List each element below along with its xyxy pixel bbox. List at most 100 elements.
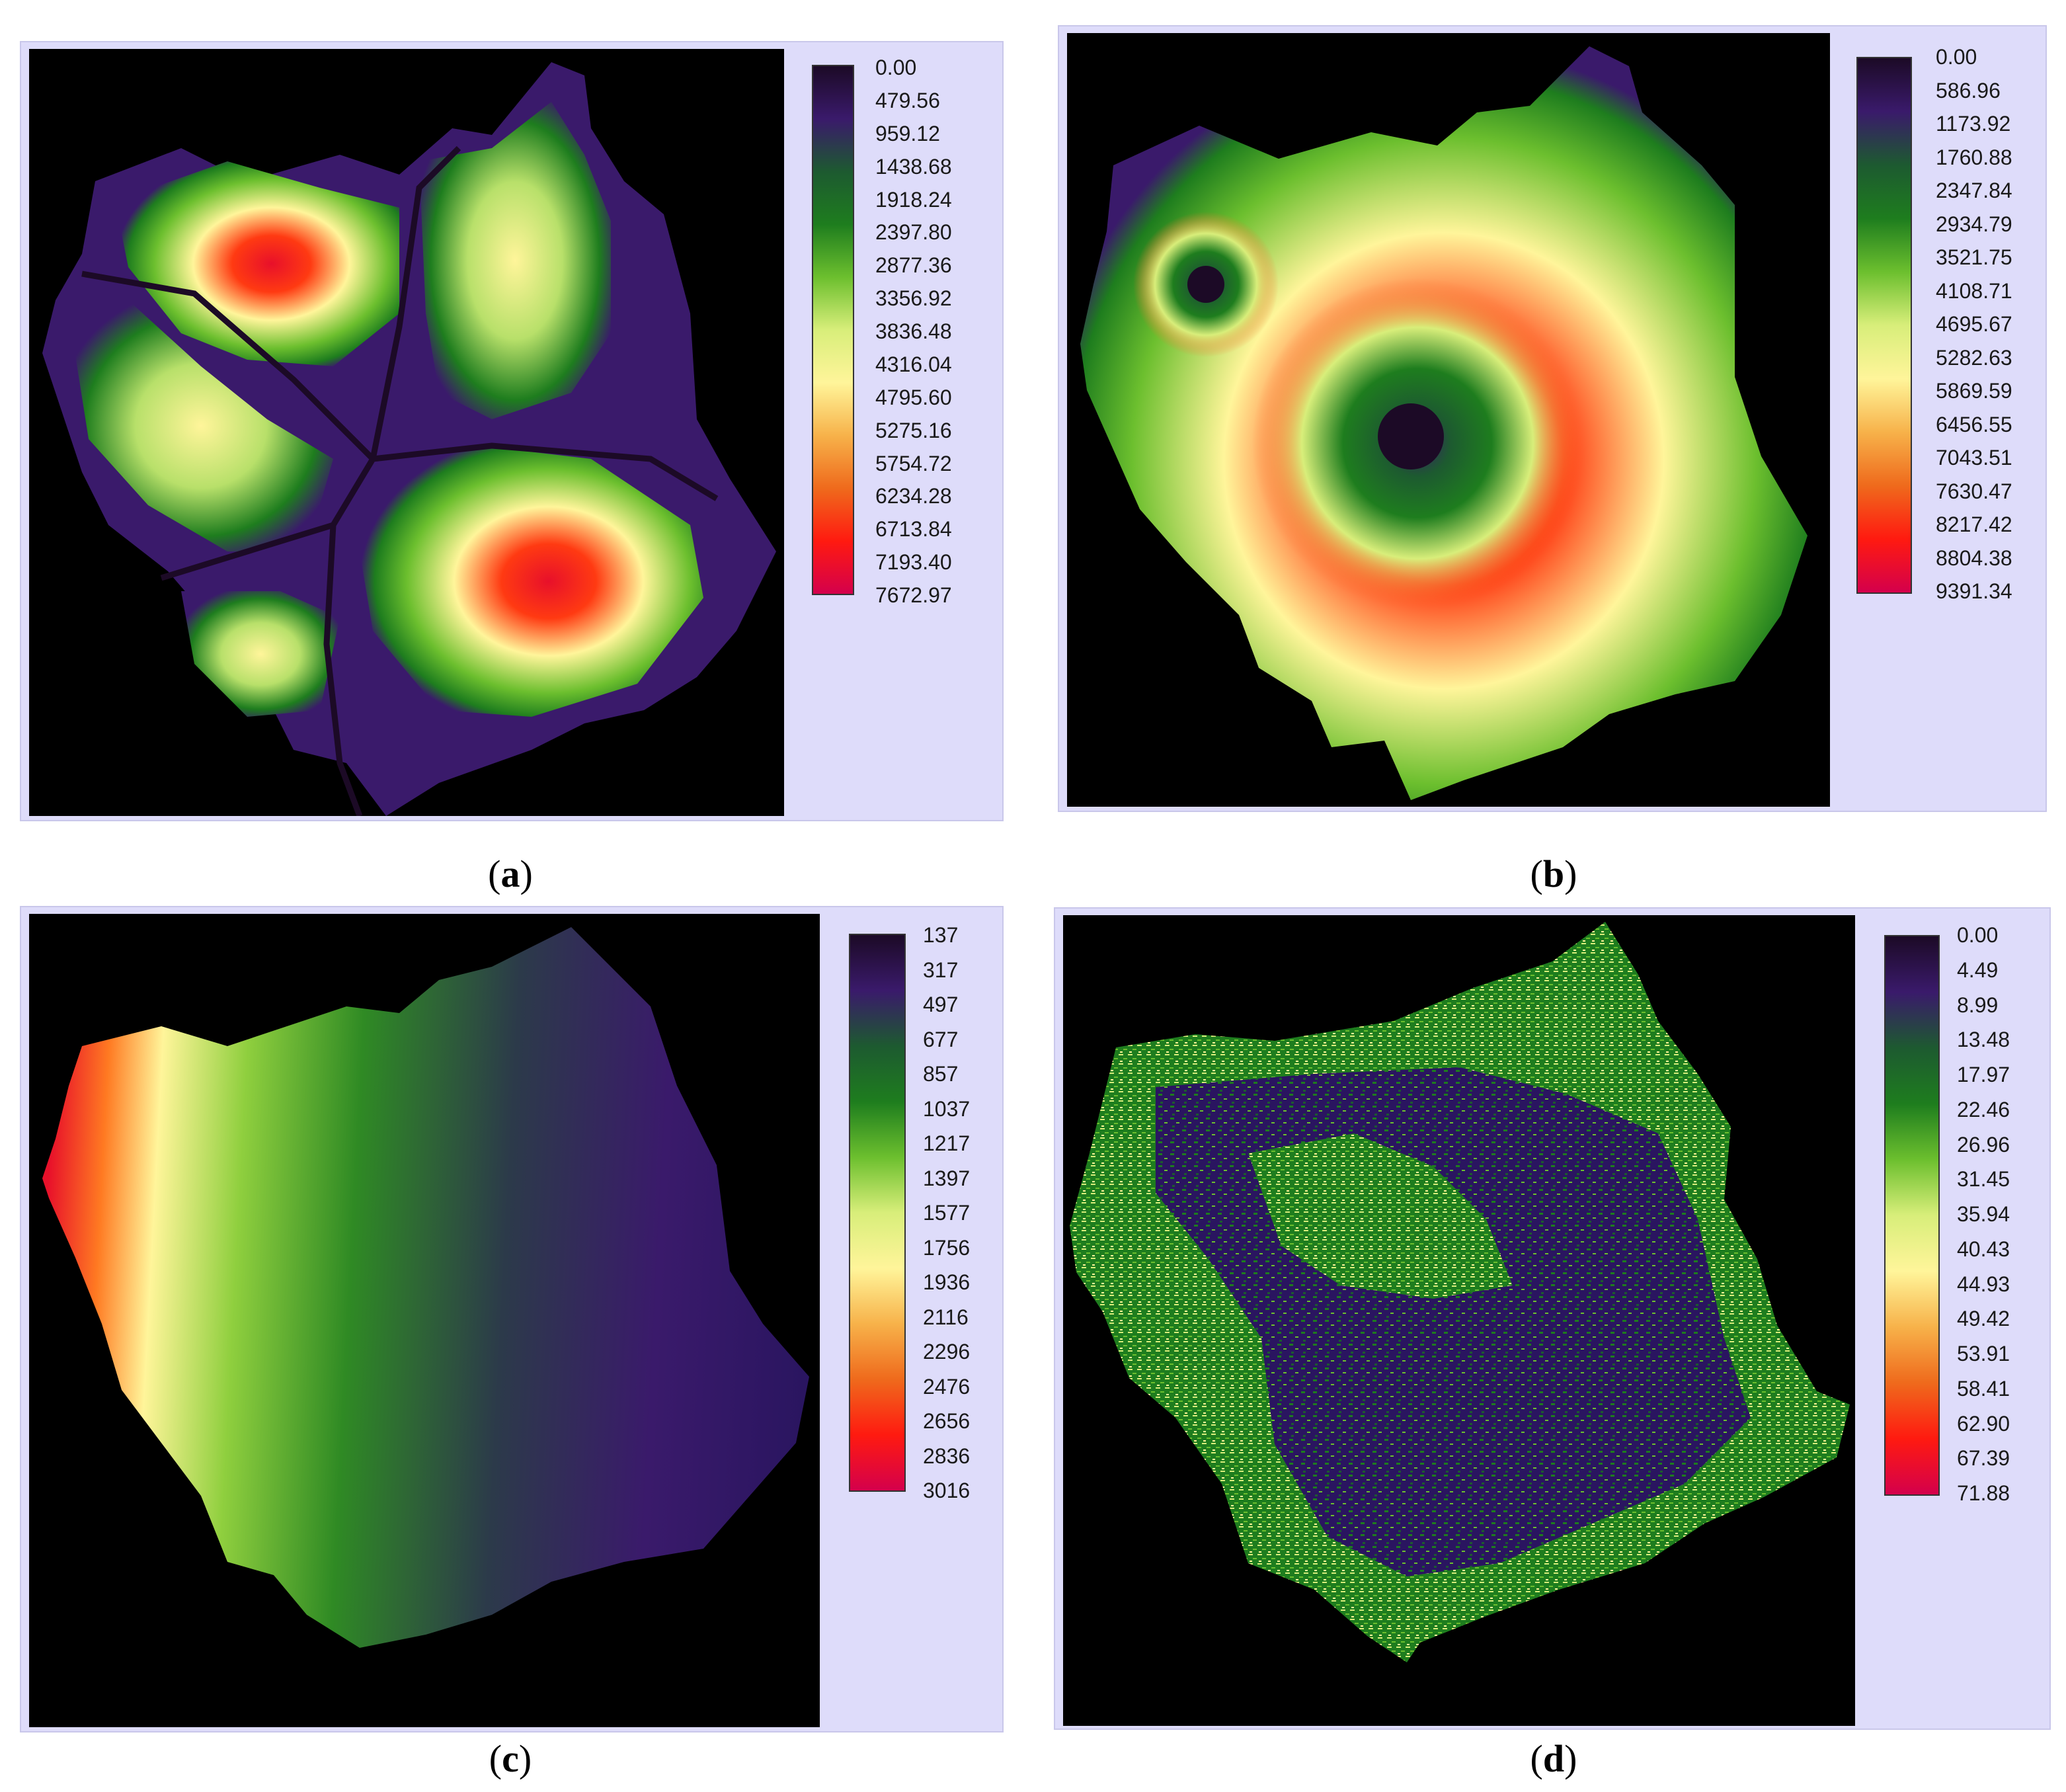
legend-ticks-b: 0.00 586.96 1173.92 1760.88 2347.84 2934.79 35… [1936, 46, 2012, 602]
legend-ramp-d [1884, 935, 1940, 1496]
legend-tick-c-16: 3016 [923, 1479, 971, 1502]
legend-tick-b-4: 2347.84 [1936, 179, 2012, 202]
legend-tick-d-13: 58.41 [1957, 1376, 2010, 1401]
panel-a: 0.00 479.56 959.12 1438.68 1918.24 2397.80 287… [20, 41, 1004, 821]
map-a-basin-4 [360, 446, 703, 717]
legend-tick-c-5: 1037 [923, 1096, 971, 1121]
legend-tick-d-4: 17.97 [1957, 1063, 2010, 1086]
map-d [1063, 915, 1855, 1726]
legend-tick-b-5: 2934.79 [1936, 212, 2012, 236]
legend-tick-d-16: 71.88 [1957, 1481, 2010, 1505]
map-b-inner-core [1378, 403, 1444, 469]
map-c-raster [42, 927, 809, 1648]
panel-c: 137 317 497 677 857 1037 1217 1397 1577 1756 1936 2… [20, 906, 1004, 1732]
legend-tick-d-7: 31.45 [1957, 1167, 2010, 1192]
legend-tick-d-14: 62.90 [1957, 1411, 2010, 1436]
legend-tick-b-13: 7630.47 [1936, 479, 2012, 503]
panel-d: 0.00 4.49 8.99 13.48 17.97 22.46 26.96 31.45 35.… [1054, 907, 2051, 1730]
legend-tick-b-7: 4108.71 [1936, 278, 2012, 303]
legend-tick-b-1: 586.96 [1936, 78, 2001, 102]
legend-tick-b-15: 8804.38 [1936, 546, 2012, 570]
legend-tick-d-0: 0.00 [1957, 923, 1999, 947]
legend-tick-b-3: 1760.88 [1936, 145, 2012, 169]
legend-tick-d-1: 4.49 [1957, 957, 1999, 982]
legend-tick-b-9: 5282.63 [1936, 345, 2012, 370]
legend-tick-b-10: 5869.59 [1936, 379, 2012, 403]
panel-b: 0.00 586.96 1173.92 1760.88 2347.84 2934.79 35… [1058, 25, 2047, 812]
map-a-basin-3 [69, 300, 333, 551]
legend-tick-a-7: 3356.92 [875, 286, 952, 311]
map-d-ridge [1248, 1133, 1513, 1299]
legend-tick-d-12: 53.91 [1957, 1342, 2010, 1365]
legend-tick-c-6: 1217 [923, 1131, 971, 1155]
legend-tick-c-15: 2836 [923, 1444, 971, 1468]
legend-ticks-d: 0.00 4.49 8.99 13.48 17.97 22.46 26.96 31.45 35.… [1957, 924, 2010, 1504]
map-c-terrain [42, 927, 809, 1648]
legend-tick-a-15: 7193.40 [875, 550, 952, 575]
map-a-basin-5 [181, 591, 340, 717]
map-b-raster [1080, 46, 1808, 800]
legend-tick-c-3: 677 [923, 1027, 959, 1051]
legend-tick-b-12: 7043.51 [1936, 446, 2012, 469]
legend-tick-c-12: 2296 [923, 1340, 971, 1364]
legend-tick-b-11: 6456.55 [1936, 412, 2012, 436]
legend-tick-a-12: 5754.72 [875, 451, 952, 475]
legend-tick-a-6: 2877.36 [875, 253, 952, 278]
legend-tick-d-6: 26.96 [1957, 1132, 2010, 1157]
map-a-basin-1 [115, 161, 399, 366]
caption-a: (a) [488, 852, 533, 895]
legend-tick-d-10: 44.93 [1957, 1272, 2010, 1296]
legend-tick-d-11: 49.42 [1957, 1307, 2010, 1331]
legend-tick-a-0: 0.00 [875, 56, 917, 79]
legend-tick-a-5: 2397.80 [875, 220, 952, 245]
legend-tick-c-10: 1936 [923, 1270, 971, 1294]
legend-ramp-b [1856, 57, 1912, 594]
legend-tick-a-16: 7672.97 [875, 583, 952, 607]
legend-tick-c-14: 2656 [923, 1409, 971, 1433]
legend-tick-a-13: 6234.28 [875, 484, 952, 509]
legend-tick-d-5: 22.46 [1957, 1097, 2010, 1121]
legend-tick-a-10: 4795.60 [875, 385, 952, 409]
map-b [1067, 33, 1830, 807]
legend-tick-b-14: 8217.42 [1936, 512, 2012, 536]
legend-tick-c-4: 857 [923, 1062, 959, 1086]
legend-ticks-a: 0.00 479.56 959.12 1438.68 1918.24 2397.80 287… [875, 57, 952, 606]
legend-tick-a-8: 3836.48 [875, 319, 952, 343]
legend-tick-b-16: 9391.34 [1936, 579, 2012, 603]
legend-tick-c-1: 317 [923, 957, 959, 982]
legend-tick-a-2: 959.12 [875, 121, 940, 145]
legend-ramp-a [812, 65, 854, 595]
legend-tick-c-2: 497 [923, 993, 959, 1016]
legend-tick-b-6: 3521.75 [1936, 245, 2012, 269]
map-a-river-network [81, 145, 719, 816]
caption-c: (c) [489, 1737, 532, 1780]
legend-tick-c-8: 1577 [923, 1201, 971, 1225]
legend-tick-b-0: 0.00 [1936, 45, 1977, 69]
legend-tick-a-3: 1438.68 [875, 154, 952, 179]
legend-tick-c-13: 2476 [923, 1374, 971, 1399]
legend-tick-b-2: 1173.92 [1936, 112, 2011, 136]
legend-tick-c-11: 2116 [923, 1305, 969, 1329]
legend-tick-c-0: 137 [923, 923, 959, 947]
legend-tick-a-14: 6713.84 [875, 517, 952, 542]
legend-ramp-c [849, 934, 906, 1492]
legend-tick-d-9: 40.43 [1957, 1237, 2010, 1261]
legend-tick-a-9: 4316.04 [875, 352, 952, 376]
map-a [29, 49, 784, 816]
map-c [29, 914, 820, 1727]
map-d-raster [1070, 922, 1850, 1662]
map-b-west-core [1187, 266, 1224, 303]
map-a-basin-2 [419, 102, 611, 419]
legend-tick-b-8: 4695.67 [1936, 312, 2012, 336]
legend-tick-d-3: 13.48 [1957, 1028, 2010, 1052]
caption-d: (d) [1530, 1737, 1577, 1780]
legend-tick-a-1: 479.56 [875, 88, 940, 112]
legend-tick-d-2: 8.99 [1957, 993, 1999, 1017]
legend-tick-d-8: 35.94 [1957, 1202, 2010, 1226]
legend-tick-a-4: 1918.24 [875, 187, 952, 212]
legend-tick-c-7: 1397 [923, 1166, 971, 1190]
legend-tick-a-11: 5275.16 [875, 418, 952, 442]
legend-tick-d-15: 67.39 [1957, 1446, 2010, 1471]
legend-ticks-c: 137 317 497 677 857 1037 1217 1397 1577 1756 1936 2… [923, 924, 970, 1501]
legend-tick-c-9: 1756 [923, 1235, 971, 1260]
